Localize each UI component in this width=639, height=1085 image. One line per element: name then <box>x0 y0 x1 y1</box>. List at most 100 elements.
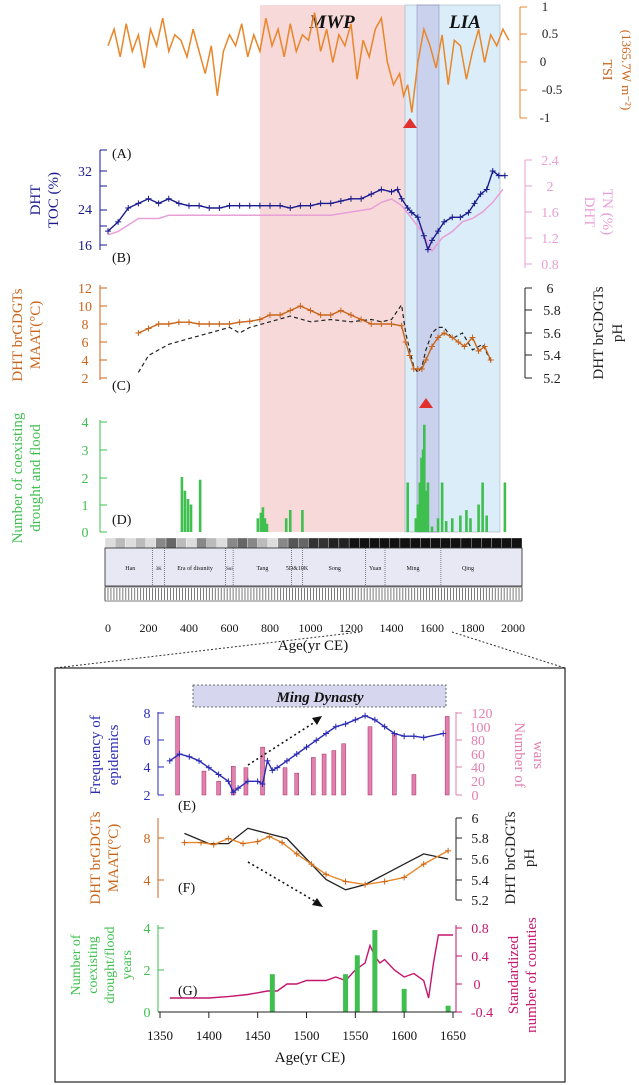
ph-axis-label-1: DHT brGDGTs <box>591 286 607 379</box>
maat-point <box>455 339 462 345</box>
wars-bar <box>311 757 316 796</box>
maat-point <box>206 321 213 327</box>
tn-series-line <box>107 188 504 253</box>
maat-minimum-marker <box>419 398 433 408</box>
svg-text:8: 8 <box>144 832 151 847</box>
svg-text:20: 20 <box>471 775 485 790</box>
svg-text:5.8: 5.8 <box>543 304 561 319</box>
toc-point <box>358 195 365 202</box>
mwp-label: MWP <box>308 12 355 33</box>
svg-text:5.8: 5.8 <box>471 832 489 847</box>
panel-label-g: (G) <box>178 984 198 999</box>
maat-point <box>317 312 324 318</box>
epidemics-series-line <box>169 714 444 794</box>
dynasty-label: 3K <box>156 567 163 572</box>
drought-ming-bar <box>343 974 349 1012</box>
toc-point <box>457 214 464 221</box>
drought-ming-axis-label-2: coexisting <box>86 936 101 994</box>
toc-point <box>186 202 192 209</box>
maat-point <box>287 307 294 314</box>
tsi-axis-label: TSI <box>599 60 614 81</box>
wars-tick-labels: 120 100 80 60 40 20 0 <box>470 707 493 804</box>
drought-bar <box>450 518 454 532</box>
svg-text:100: 100 <box>470 721 491 736</box>
tn-axis-label-1: DHT <box>581 197 597 228</box>
svg-text:0: 0 <box>472 789 479 804</box>
toc-point <box>105 228 111 235</box>
svg-text:0: 0 <box>82 526 89 541</box>
drought-bar <box>284 518 288 532</box>
svg-text:0: 0 <box>540 54 547 69</box>
overlap-shading <box>416 4 440 533</box>
maat-ming-point <box>342 878 349 885</box>
toc-point <box>115 218 122 225</box>
maat-ming-point <box>181 839 188 846</box>
drought-bar <box>288 510 292 532</box>
maat-ming-point <box>308 861 315 868</box>
drought-axis-label-1: Number of coexisting <box>10 412 26 543</box>
drought-ming-tick-labels: 4 2 0 <box>144 922 151 1021</box>
toc-point <box>424 246 431 253</box>
maat-axis-label-1: DHT brGDGTs <box>10 288 26 381</box>
svg-text:6: 6 <box>547 282 554 297</box>
panel-label-b: (B) <box>112 251 131 266</box>
svg-text:0: 0 <box>144 1006 151 1021</box>
toc-point <box>378 186 385 193</box>
svg-text:8: 8 <box>144 707 151 722</box>
wars-axis <box>455 712 462 796</box>
drought-bar <box>436 518 440 532</box>
counties-axis <box>455 925 462 1013</box>
counties-axis-label-1: Standardized <box>506 935 522 1014</box>
maat-ming-point <box>401 874 408 881</box>
maat-point <box>441 330 448 336</box>
drought-bar <box>485 515 488 532</box>
wars-bar <box>367 726 373 796</box>
maat-point <box>481 343 488 350</box>
maat-point <box>469 334 476 341</box>
drought-ming-bar <box>269 974 275 1012</box>
maat-point <box>418 366 425 372</box>
svg-text:0.4: 0.4 <box>471 950 489 965</box>
maat-ming-point <box>198 839 205 846</box>
trend-arrow-down <box>247 861 319 904</box>
svg-text:2: 2 <box>547 180 554 195</box>
maat-point <box>165 321 172 327</box>
maat-axis <box>99 285 107 380</box>
top-x-axis-label: Age(yr CE) <box>278 638 348 654</box>
epidemics-point <box>381 723 388 730</box>
epidemics-point <box>391 730 398 737</box>
svg-text:4: 4 <box>82 416 89 431</box>
maat-point <box>435 334 442 341</box>
svg-text:4: 4 <box>144 761 151 776</box>
epidemics-point <box>401 733 408 740</box>
epidemics-point <box>215 771 222 778</box>
drought-bar <box>418 482 422 532</box>
svg-text:2: 2 <box>144 789 151 804</box>
drought-bar <box>183 490 187 532</box>
maat-point <box>277 312 284 318</box>
x-tick-label: 1400 <box>380 621 404 635</box>
wars-bar <box>321 753 327 796</box>
svg-text:6: 6 <box>82 336 89 351</box>
maat-ming-point <box>279 839 286 846</box>
epidemics-markers <box>166 712 447 796</box>
toc-point <box>348 195 354 202</box>
epidemics-point <box>274 764 281 771</box>
wars-bar <box>444 716 450 796</box>
bottom-x-axis-label: Age(yr CE) <box>275 1050 345 1066</box>
wars-bar <box>392 733 397 796</box>
maat-point <box>246 318 253 325</box>
drought-bar <box>301 510 304 532</box>
x-tick-label: 1550 <box>342 1028 368 1043</box>
x-tick-label: 1650 <box>440 1028 466 1043</box>
wars-bar <box>294 772 299 796</box>
drought-bars <box>180 424 507 532</box>
x-tick-label: 1200 <box>339 621 363 635</box>
toc-point <box>277 202 284 209</box>
drought-bar <box>414 518 418 532</box>
svg-text:5.4: 5.4 <box>543 349 561 364</box>
maat-point <box>216 321 223 327</box>
epidemics-point <box>235 785 242 792</box>
toc-point <box>297 202 304 209</box>
toc-point <box>471 200 478 207</box>
